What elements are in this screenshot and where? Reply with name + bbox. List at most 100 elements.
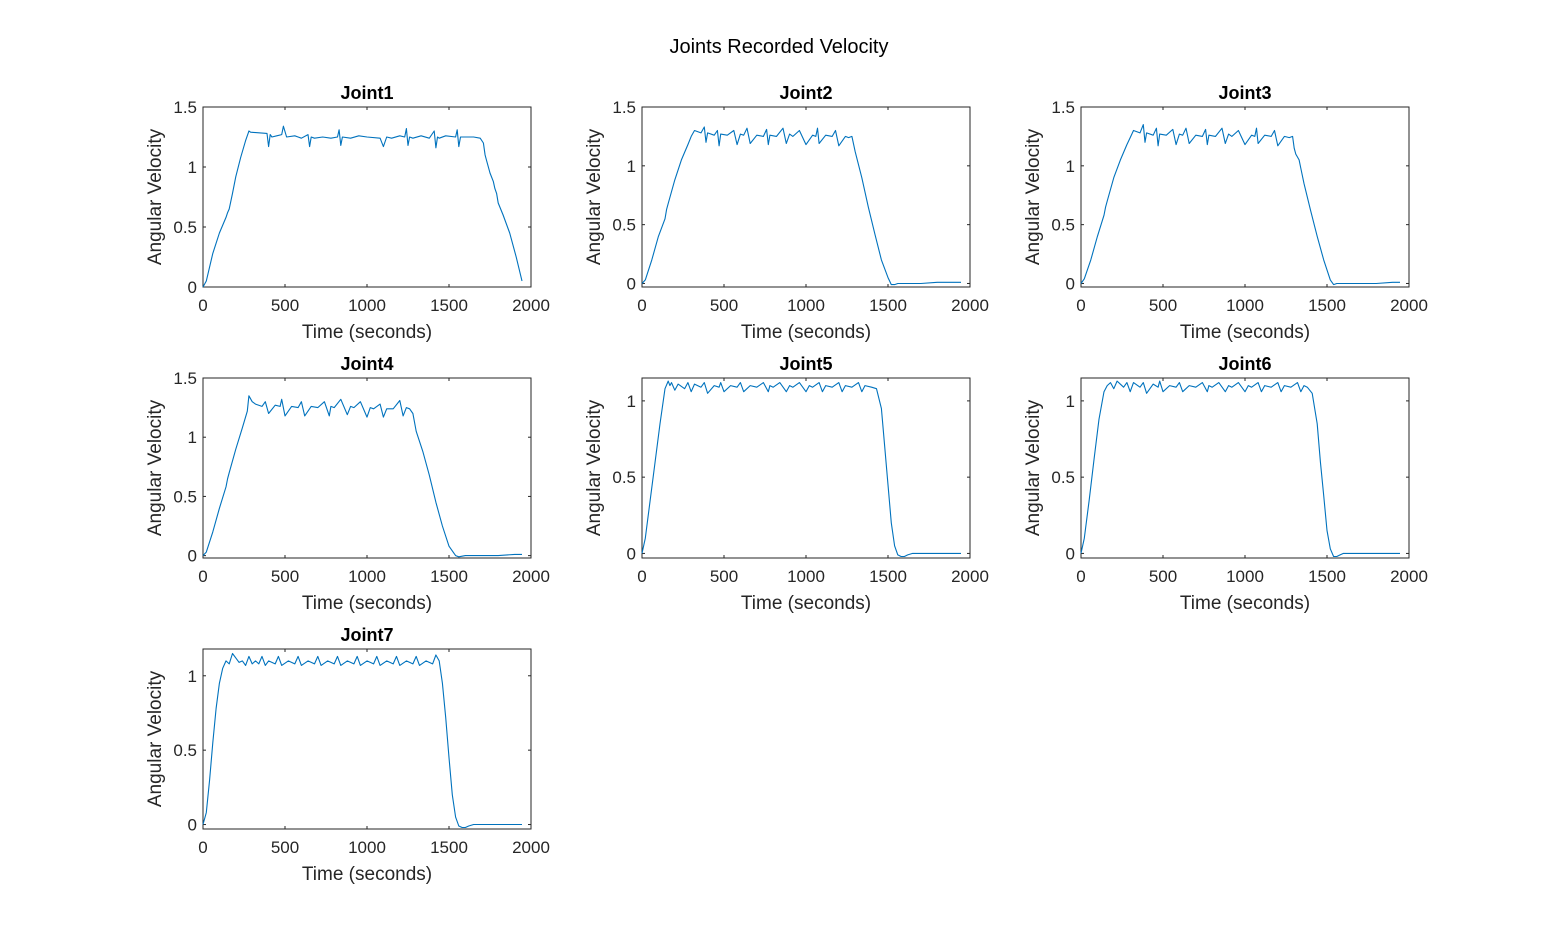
axes-box (641, 106, 971, 288)
x-tick-label: 2000 (512, 567, 550, 586)
subplot-joint1: Joint1 0 500 1000 1500 2000 0 0.5 1 1.5 Time (seco… (145, 83, 550, 343)
velocity-line (1080, 124, 1400, 286)
y-tick-label: 1 (1066, 157, 1075, 176)
subplot-joint6: Joint6 0 500 1000 1500 2000 0 0.5 1 Time (seconds… (1023, 354, 1428, 614)
x-tick-label: 1000 (787, 567, 825, 586)
y-tick-label: 0.5 (173, 741, 197, 760)
x-tick-label: 500 (1149, 567, 1177, 586)
x-tick-label: 500 (1149, 296, 1177, 315)
velocity-line (641, 380, 961, 558)
x-tick-label: 2000 (951, 567, 989, 586)
x-tick-label: 1000 (348, 296, 386, 315)
y-tick-label: 0.5 (1051, 468, 1075, 487)
y-axis-label: Angular Velocity (145, 399, 166, 536)
y-tick-label: 1 (188, 158, 197, 177)
x-tick-label: 1500 (430, 567, 468, 586)
y-tick-label: 0 (627, 274, 636, 293)
x-tick-label: 1000 (348, 567, 386, 586)
figure-title: Joints Recorded Velocity (669, 36, 888, 58)
y-tick-label: 0.5 (612, 216, 636, 235)
x-axis-label: Time (seconds) (741, 322, 871, 343)
y-tick-label: 0 (1066, 274, 1075, 293)
y-tick-label: 1.5 (173, 98, 197, 117)
subplot-title: Joint2 (779, 83, 832, 103)
velocity-line (1080, 380, 1400, 558)
y-tick-label: 0 (188, 816, 197, 835)
axes-box (202, 106, 532, 288)
subplot-title: Joint3 (1218, 83, 1271, 103)
subplot-title: Joint5 (779, 354, 832, 374)
velocity-line (202, 395, 522, 558)
subplot-joint7: Joint7 0 500 1000 1500 2000 0 0.5 1 Time (seconds… (145, 625, 550, 885)
x-tick-label: 500 (710, 296, 738, 315)
axes-box (641, 377, 971, 559)
x-tick-label: 1000 (1226, 296, 1264, 315)
subplot-joint4: Joint4 0 500 1000 1500 2000 0 0.5 1 1.5 Time (seco… (145, 354, 550, 614)
x-tick-label: 1500 (869, 567, 907, 586)
x-tick-label: 2000 (1390, 296, 1428, 315)
x-tick-label: 2000 (512, 296, 550, 315)
x-axis-label: Time (seconds) (302, 322, 432, 343)
x-tick-label: 500 (271, 838, 299, 857)
y-tick-label: 0 (188, 547, 197, 566)
x-tick-label: 1500 (1308, 567, 1346, 586)
x-tick-label: 0 (198, 567, 207, 586)
y-tick-label: 1.5 (173, 369, 197, 388)
y-tick-label: 1 (188, 428, 197, 447)
axes-box (202, 377, 532, 559)
y-tick-label: 1 (627, 157, 636, 176)
x-tick-label: 1000 (1226, 567, 1264, 586)
subplot-title: Joint4 (340, 354, 393, 374)
velocity-line (641, 126, 961, 286)
axes-box (1080, 377, 1410, 559)
x-tick-label: 1500 (869, 296, 907, 315)
y-tick-label: 1 (1066, 392, 1075, 411)
x-tick-label: 2000 (1390, 567, 1428, 586)
subplot-joint2: Joint2 0 500 1000 1500 2000 0 0.5 1 1.5 Time (seco… (584, 83, 989, 343)
x-tick-label: 500 (271, 567, 299, 586)
axes-box (202, 648, 532, 830)
x-tick-label: 1000 (787, 296, 825, 315)
x-tick-label: 1000 (348, 838, 386, 857)
x-axis-label: Time (seconds) (741, 593, 871, 614)
x-axis-label: Time (seconds) (1180, 593, 1310, 614)
y-tick-label: 0 (1066, 544, 1075, 563)
x-tick-label: 0 (637, 567, 646, 586)
y-axis-label: Angular Velocity (145, 128, 166, 265)
y-tick-label: 1 (627, 392, 636, 411)
y-tick-label: 0 (627, 544, 636, 563)
x-tick-label: 1500 (430, 296, 468, 315)
y-tick-label: 0.5 (1051, 216, 1075, 235)
x-tick-label: 1500 (430, 838, 468, 857)
velocity-line (202, 125, 523, 288)
axes-box (1080, 106, 1410, 288)
x-tick-label: 0 (198, 838, 207, 857)
subplot-title: Joint6 (1218, 354, 1271, 374)
x-tick-label: 0 (637, 296, 646, 315)
x-axis-label: Time (seconds) (302, 593, 432, 614)
x-tick-label: 1500 (1308, 296, 1346, 315)
x-tick-label: 500 (710, 567, 738, 586)
y-tick-label: 0 (188, 278, 197, 297)
y-axis-label: Angular Velocity (1023, 399, 1044, 536)
x-tick-label: 2000 (512, 838, 550, 857)
y-tick-label: 1.5 (612, 98, 636, 117)
y-tick-label: 0.5 (173, 487, 197, 506)
y-tick-label: 1.5 (1051, 98, 1075, 117)
y-axis-label: Angular Velocity (1023, 128, 1044, 265)
velocity-line (202, 652, 522, 829)
subplot-joint3: Joint3 0 500 1000 1500 2000 0 0.5 1 1.5 Time (seco… (1023, 83, 1428, 343)
x-tick-label: 0 (1076, 296, 1085, 315)
x-tick-label: 0 (198, 296, 207, 315)
y-axis-label: Angular Velocity (584, 128, 605, 265)
y-tick-label: 1 (188, 667, 197, 686)
subplot-title: Joint1 (340, 83, 393, 103)
subplot-title: Joint7 (340, 625, 393, 645)
y-tick-label: 0.5 (612, 468, 636, 487)
y-axis-label: Angular Velocity (584, 399, 605, 536)
x-tick-label: 0 (1076, 567, 1085, 586)
x-axis-label: Time (seconds) (1180, 322, 1310, 343)
y-tick-label: 0.5 (173, 218, 197, 237)
